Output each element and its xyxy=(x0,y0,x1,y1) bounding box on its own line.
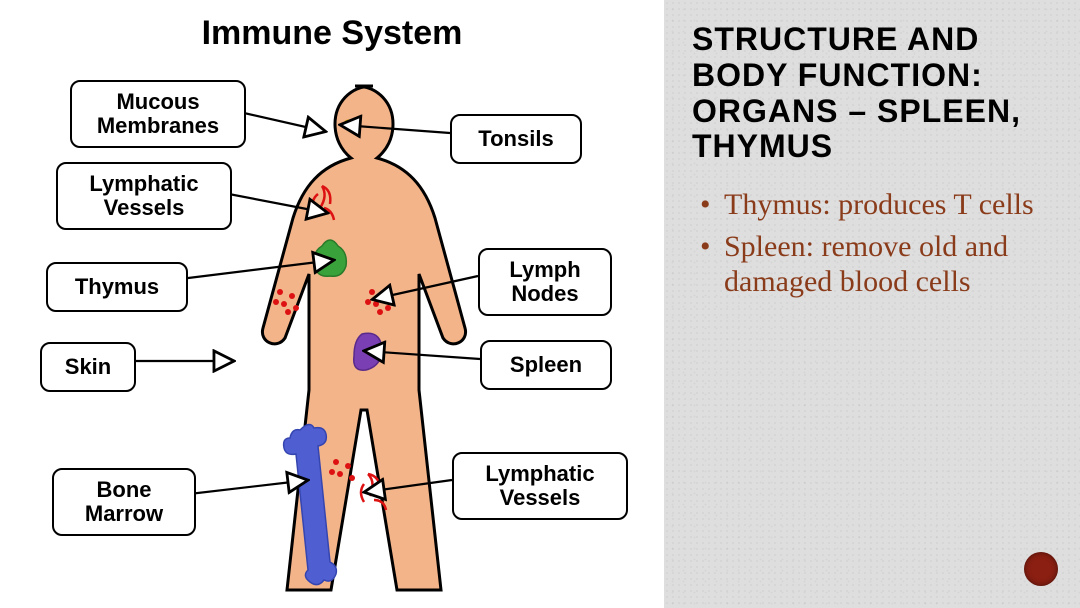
label-tonsils: Tonsils xyxy=(450,114,582,164)
diagram-panel: Immune System xyxy=(0,0,664,608)
arrow-lymvesR xyxy=(380,480,452,490)
label-bone: Bone Marrow xyxy=(52,468,196,536)
label-thymus: Thymus xyxy=(46,262,188,312)
label-mucous: Mucous Membranes xyxy=(70,80,246,148)
arrow-lymnodes xyxy=(388,276,478,296)
label-spleen: Spleen xyxy=(480,340,612,390)
bullet-item: Thymus: produces T cells xyxy=(700,187,1052,222)
panel-heading: STRUCTURE AND BODY FUNCTION: ORGANS – SP… xyxy=(692,22,1052,165)
bullet-item: Spleen: remove old and damaged blood cel… xyxy=(700,229,1052,300)
label-lymvesL: Lymphatic Vessels xyxy=(56,162,232,230)
label-skin: Skin xyxy=(40,342,136,392)
arrow-spleen xyxy=(380,352,480,359)
corner-dot-icon xyxy=(1024,552,1058,586)
arrow-tonsils xyxy=(356,126,450,133)
label-lymvesR: Lymphatic Vessels xyxy=(452,452,628,520)
slide: Immune System xyxy=(0,0,1080,608)
bullet-list: Thymus: produces T cells Spleen: remove … xyxy=(700,187,1052,299)
text-panel: STRUCTURE AND BODY FUNCTION: ORGANS – SP… xyxy=(664,0,1080,608)
label-lymnodes: Lymph Nodes xyxy=(478,248,612,316)
